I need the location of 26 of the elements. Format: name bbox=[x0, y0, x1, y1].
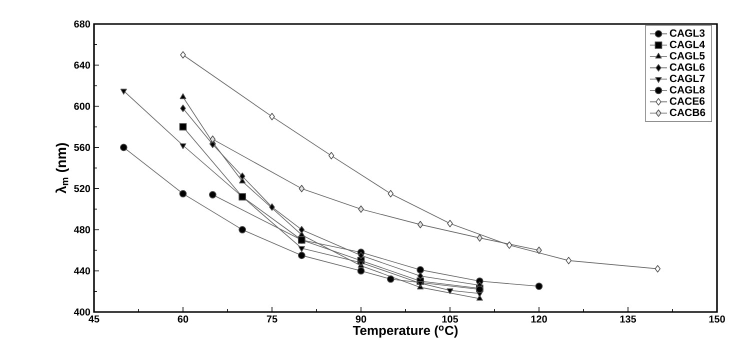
x-tick-label: 90 bbox=[356, 316, 366, 323]
y-tick-label: 600 bbox=[74, 102, 90, 110]
x-tick-label: 120 bbox=[531, 316, 547, 323]
y-tick-label: 440 bbox=[74, 267, 90, 274]
y-tick-label: 520 bbox=[74, 185, 90, 192]
x-tick-label: 135 bbox=[620, 316, 636, 323]
legend-label: CAGL7 bbox=[670, 74, 705, 82]
x-tick-label: 150 bbox=[709, 316, 725, 323]
x-tick-label: 75 bbox=[266, 316, 278, 323]
x-axis-title: Temperature ($^{o}$C) bbox=[352, 325, 458, 338]
y-tick-label: 680 bbox=[74, 20, 90, 28]
y-axis-title: λ$_{m}$ (nm) bbox=[56, 143, 69, 194]
legend-label: CACB6 bbox=[670, 108, 706, 116]
y-tick-label: 640 bbox=[74, 62, 90, 69]
y-tick-label: 400 bbox=[74, 308, 90, 316]
x-tick-label: 45 bbox=[88, 316, 100, 323]
legend-label: CAGL6 bbox=[670, 63, 705, 71]
legend-label: CACE6 bbox=[670, 97, 705, 105]
legend-label: CAGL5 bbox=[670, 52, 705, 60]
legend-label: CAGL8 bbox=[670, 86, 705, 94]
y-tick-label: 560 bbox=[74, 144, 90, 151]
y-tick-label: 480 bbox=[74, 226, 90, 234]
x-tick-label: 105 bbox=[442, 316, 458, 323]
legend-label: CAGL3 bbox=[670, 29, 705, 37]
x-tick-label: 60 bbox=[178, 316, 188, 323]
legend-label: CAGL4 bbox=[670, 40, 705, 48]
